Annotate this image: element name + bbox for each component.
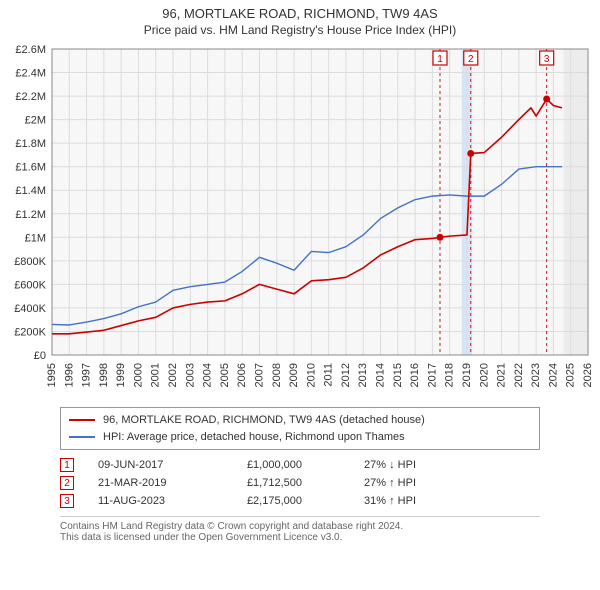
event-date: 21-MAR-2019 <box>98 477 188 489</box>
svg-text:2000: 2000 <box>132 363 144 387</box>
svg-text:2011: 2011 <box>323 363 335 387</box>
svg-text:2004: 2004 <box>202 363 214 387</box>
svg-text:2022: 2022 <box>513 363 525 387</box>
svg-text:£1.6M: £1.6M <box>15 162 46 174</box>
svg-text:2018: 2018 <box>444 363 456 387</box>
svg-text:£2.2M: £2.2M <box>15 91 46 103</box>
svg-text:1997: 1997 <box>81 363 93 387</box>
svg-text:2020: 2020 <box>478 363 490 387</box>
legend-row-hpi: HPI: Average price, detached house, Rich… <box>69 429 531 446</box>
svg-text:£0: £0 <box>34 350 46 362</box>
svg-text:1998: 1998 <box>98 363 110 387</box>
event-delta: 31% ↑ HPI <box>326 495 416 507</box>
chart-title: 96, MORTLAKE ROAD, RICHMOND, TW9 4AS <box>0 6 600 21</box>
footer-note: Contains HM Land Registry data © Crown c… <box>60 516 540 543</box>
legend-label-property: 96, MORTLAKE ROAD, RICHMOND, TW9 4AS (de… <box>103 412 425 429</box>
event-row: 1 09-JUN-2017 £1,000,000 27% ↓ HPI <box>60 456 540 474</box>
event-date: 09-JUN-2017 <box>98 459 188 471</box>
event-delta: 27% ↑ HPI <box>326 477 416 489</box>
chart-header: 96, MORTLAKE ROAD, RICHMOND, TW9 4AS Pri… <box>0 0 600 37</box>
event-row: 2 21-MAR-2019 £1,712,500 27% ↑ HPI <box>60 474 540 492</box>
svg-text:£1.8M: £1.8M <box>15 138 46 150</box>
svg-text:£600K: £600K <box>14 279 46 291</box>
svg-text:£800K: £800K <box>14 256 46 268</box>
chart-subtitle: Price paid vs. HM Land Registry's House … <box>0 23 600 37</box>
svg-text:1999: 1999 <box>115 363 127 387</box>
svg-text:2021: 2021 <box>496 363 508 387</box>
svg-text:£2.6M: £2.6M <box>15 44 46 56</box>
svg-text:2017: 2017 <box>426 363 438 387</box>
svg-text:2025: 2025 <box>565 363 577 387</box>
legend-row-property: 96, MORTLAKE ROAD, RICHMOND, TW9 4AS (de… <box>69 412 531 429</box>
svg-text:2014: 2014 <box>375 363 387 387</box>
event-date: 11-AUG-2023 <box>98 495 188 507</box>
svg-text:2009: 2009 <box>288 363 300 387</box>
svg-text:2012: 2012 <box>340 363 352 387</box>
event-delta: 27% ↓ HPI <box>326 459 416 471</box>
svg-text:2001: 2001 <box>150 363 162 387</box>
svg-text:2006: 2006 <box>236 363 248 387</box>
price-chart: £0 £200K £400K £600K £800K £1M £1.2M £1.4M £1.6M… <box>0 43 600 403</box>
event-marker-icon: 3 <box>60 494 74 508</box>
svg-text:£2.4M: £2.4M <box>15 68 46 80</box>
svg-text:2016: 2016 <box>409 363 421 387</box>
chart-svg: £0 £200K £400K £600K £800K £1M £1.2M £1.4M £1.6M… <box>0 43 600 403</box>
legend-swatch-hpi <box>69 436 95 438</box>
event-marker-icon: 1 <box>60 458 74 472</box>
event-price: £2,175,000 <box>212 495 302 507</box>
svg-text:2008: 2008 <box>271 363 283 387</box>
svg-text:1995: 1995 <box>46 363 58 387</box>
event-price: £1,712,500 <box>212 477 302 489</box>
event-price: £1,000,000 <box>212 459 302 471</box>
svg-text:2013: 2013 <box>357 363 369 387</box>
svg-text:2005: 2005 <box>219 363 231 387</box>
svg-text:£1.2M: £1.2M <box>15 209 46 221</box>
svg-text:2015: 2015 <box>392 363 404 387</box>
svg-text:1: 1 <box>437 54 443 65</box>
svg-text:2003: 2003 <box>184 363 196 387</box>
svg-text:2: 2 <box>468 54 474 65</box>
svg-text:£200K: £200K <box>14 326 46 338</box>
event-marker-icon: 2 <box>60 476 74 490</box>
svg-text:2010: 2010 <box>305 363 317 387</box>
svg-text:2024: 2024 <box>547 363 559 387</box>
footer-line: This data is licensed under the Open Gov… <box>60 532 540 543</box>
svg-text:£1M: £1M <box>25 232 46 244</box>
event-row: 3 11-AUG-2023 £2,175,000 31% ↑ HPI <box>60 492 540 510</box>
svg-text:2026: 2026 <box>582 363 594 387</box>
svg-text:£400K: £400K <box>14 303 46 315</box>
legend-swatch-property <box>69 419 95 421</box>
svg-text:2007: 2007 <box>253 363 265 387</box>
svg-text:3: 3 <box>544 54 550 65</box>
svg-text:2023: 2023 <box>530 363 542 387</box>
svg-text:£2M: £2M <box>25 115 46 127</box>
footer-line: Contains HM Land Registry data © Crown c… <box>60 521 540 532</box>
svg-text:1996: 1996 <box>63 363 75 387</box>
legend-label-hpi: HPI: Average price, detached house, Rich… <box>103 429 405 446</box>
svg-text:2019: 2019 <box>461 363 473 387</box>
svg-text:2002: 2002 <box>167 363 179 387</box>
chart-legend: 96, MORTLAKE ROAD, RICHMOND, TW9 4AS (de… <box>60 407 540 450</box>
svg-text:£1.4M: £1.4M <box>15 185 46 197</box>
events-table: 1 09-JUN-2017 £1,000,000 27% ↓ HPI 2 21-… <box>60 456 540 510</box>
